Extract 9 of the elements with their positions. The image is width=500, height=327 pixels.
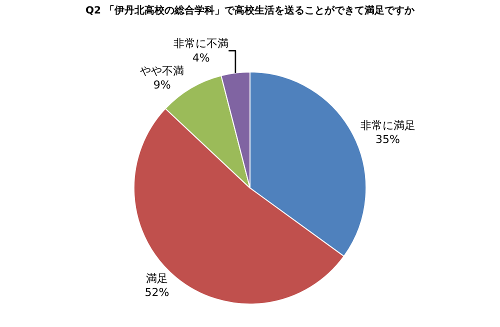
chart-title: Q2 「伊丹北高校の総合学科」で高校生活を送ることができて満足ですか bbox=[86, 4, 416, 17]
data-label: 9% bbox=[153, 78, 171, 92]
slice-label: 非常に不満 bbox=[174, 37, 229, 50]
data-label: 35% bbox=[376, 133, 400, 146]
slice-label: 満足 bbox=[146, 272, 168, 285]
slice-label: やや不満 bbox=[140, 64, 184, 78]
data-label: 52% bbox=[144, 286, 170, 300]
slice-label: 非常に満足 bbox=[360, 118, 416, 132]
data-label: 4% bbox=[192, 51, 210, 64]
